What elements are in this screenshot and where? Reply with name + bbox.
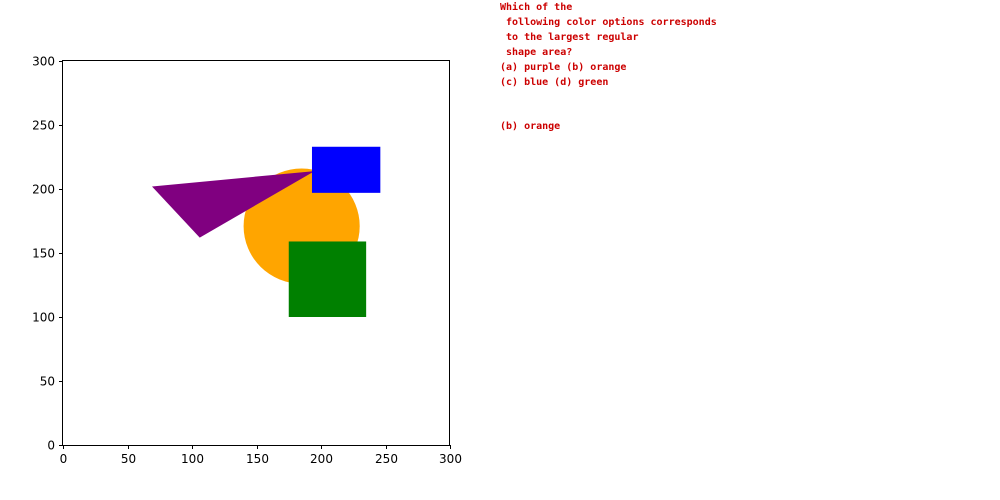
question-text: Which of the following color options cor… xyxy=(500,2,717,88)
y-tick-label: 150 xyxy=(32,247,55,261)
y-tick-label: 250 xyxy=(32,119,55,133)
y-tick-label: 300 xyxy=(32,55,55,69)
y-tick-label: 50 xyxy=(40,375,55,389)
x-tick-label: 300 xyxy=(439,452,462,466)
y-tick-label: 100 xyxy=(32,311,55,325)
green-rectangle xyxy=(288,241,367,317)
x-tick-label: 150 xyxy=(246,452,269,466)
x-tick-label: 200 xyxy=(310,452,333,466)
y-tick-label: 0 xyxy=(47,439,55,453)
y-tick-label: 200 xyxy=(32,183,55,197)
blue-rectangle xyxy=(311,146,381,193)
y-axis: 0 50 100 150 200 250 300 xyxy=(32,55,63,453)
answer-text: (b) orange xyxy=(500,121,561,132)
x-tick-label: 100 xyxy=(181,452,204,466)
x-tick-label: 0 xyxy=(60,452,68,466)
x-tick-label: 250 xyxy=(375,452,398,466)
x-tick-label: 50 xyxy=(121,452,136,466)
x-axis: 0 50 100 150 200 250 300 xyxy=(60,445,462,466)
chart-canvas: 0 50 100 150 200 250 300 0 50 100 150 200 250 300 xyxy=(32,55,462,467)
shapes-layer xyxy=(152,146,381,317)
purple-triangle xyxy=(152,171,315,238)
